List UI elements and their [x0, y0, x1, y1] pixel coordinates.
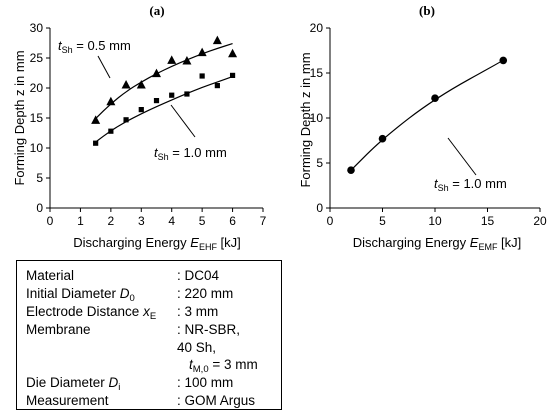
param-value: : 3 mm	[177, 304, 219, 319]
x-tick-label: 15	[481, 214, 495, 228]
data-point-triangle	[212, 35, 222, 45]
data-point-square	[184, 91, 190, 97]
y-tick-label: 5	[36, 171, 43, 185]
annotation-b-tsh-1.0: tSh = 1.0 mm	[434, 176, 507, 193]
data-point-square	[169, 92, 175, 98]
data-point-square	[199, 73, 205, 79]
y-tick-label: 0	[316, 201, 323, 215]
annotation-leader-0.5	[97, 55, 111, 79]
data-point-triangle	[167, 55, 177, 64]
annotation-b-leader	[447, 137, 477, 176]
x-tick-label: 4	[168, 214, 175, 228]
x-tick-label: 20	[533, 214, 547, 228]
panel-a-x-axis-title: Discharging Energy EEHF [kJ]	[73, 235, 241, 252]
param-value: : 100 mm	[177, 375, 234, 390]
chart-figure: (a) Forming Depth z in mm Discharging En…	[12, 3, 547, 252]
series-1-curve	[95, 76, 233, 143]
chart-panel-a: (a) Forming Depth z in mm Discharging En…	[12, 3, 267, 252]
param-value: 40 Sh,	[177, 340, 217, 355]
data-point-triangle	[152, 68, 161, 78]
data-point-square	[214, 83, 220, 89]
param-label: Membrane	[26, 322, 91, 337]
data-point-circle	[499, 56, 508, 65]
y-tick-label: 20	[30, 81, 44, 95]
data-point-square	[123, 117, 129, 123]
param-label: Die Diameter Di	[26, 375, 121, 393]
data-point-triangle	[121, 80, 131, 89]
panel-b-label: (b)	[419, 3, 435, 18]
x-tick-label: 6	[229, 214, 236, 228]
panel-a-y-axis-title: Forming Depth z in mm	[12, 50, 27, 185]
data-point-square	[153, 98, 160, 104]
panel-b-y-axis-title: Forming Depth z in mm	[298, 52, 313, 187]
param-label: Material	[26, 268, 75, 283]
data-point-square	[138, 107, 144, 113]
param-label: Electrode Distance xE	[26, 304, 157, 322]
x-tick-label: 0	[327, 214, 334, 228]
y-tick-label: 20	[310, 21, 324, 35]
param-value: : 220 mm	[177, 286, 234, 301]
x-tick-label: 5	[199, 214, 206, 228]
data-point-square	[93, 140, 99, 146]
y-tick-label: 15	[30, 111, 44, 125]
data-point-square	[229, 72, 236, 78]
x-tick-label: 3	[138, 214, 145, 228]
y-tick-label: 5	[316, 156, 323, 170]
panel-b-x-axis-title: Discharging Energy EEMF [kJ]	[353, 235, 522, 252]
data-point-triangle	[182, 56, 192, 65]
annotation-leader-1.0	[170, 104, 196, 138]
data-point-square	[108, 128, 114, 134]
panel-a-label: (a)	[149, 3, 164, 18]
y-tick-label: 10	[310, 111, 324, 125]
x-tick-label: 1	[77, 214, 84, 228]
x-tick-label: 10	[428, 214, 442, 228]
x-tick-label: 5	[379, 214, 386, 228]
x-tick-label: 7	[260, 214, 267, 228]
param-label: Initial Diameter D0	[26, 286, 135, 304]
param-label: Measurement	[26, 393, 109, 408]
y-tick-label: 15	[310, 66, 324, 80]
annotation-tsh-1.0: tSh = 1.0 mm	[154, 145, 227, 162]
data-point-triangle	[106, 96, 116, 106]
data-point-triangle	[228, 48, 238, 58]
data-point-circle	[347, 166, 355, 174]
y-tick-label: 30	[30, 21, 44, 35]
chart-panel-b: (b) Forming Depth z in mm Discharging En…	[298, 3, 547, 252]
param-value: tM,0 = 3 mm	[189, 357, 258, 375]
y-tick-label: 25	[30, 51, 44, 65]
parameters-table: Material : DC04 Initial Diameter D0 : 220 m…	[16, 260, 282, 410]
y-tick-label: 10	[30, 141, 44, 155]
data-point-triangle	[197, 47, 207, 57]
x-tick-label: 0	[47, 214, 54, 228]
annotation-tsh-0.5: tSh = 0.5 mm	[58, 38, 131, 55]
series-0-curve	[95, 43, 233, 120]
x-tick-label: 2	[108, 214, 115, 228]
param-value: : DC04	[177, 268, 220, 283]
y-tick-label: 0	[36, 201, 43, 215]
series-0-curve	[350, 59, 504, 171]
data-point-circle	[431, 94, 439, 102]
data-point-triangle	[91, 115, 101, 124]
data-point-circle	[378, 134, 387, 143]
param-value: : GOM Argus	[177, 393, 256, 408]
data-point-triangle	[136, 80, 146, 89]
param-value: : NR-SBR,	[177, 322, 241, 337]
